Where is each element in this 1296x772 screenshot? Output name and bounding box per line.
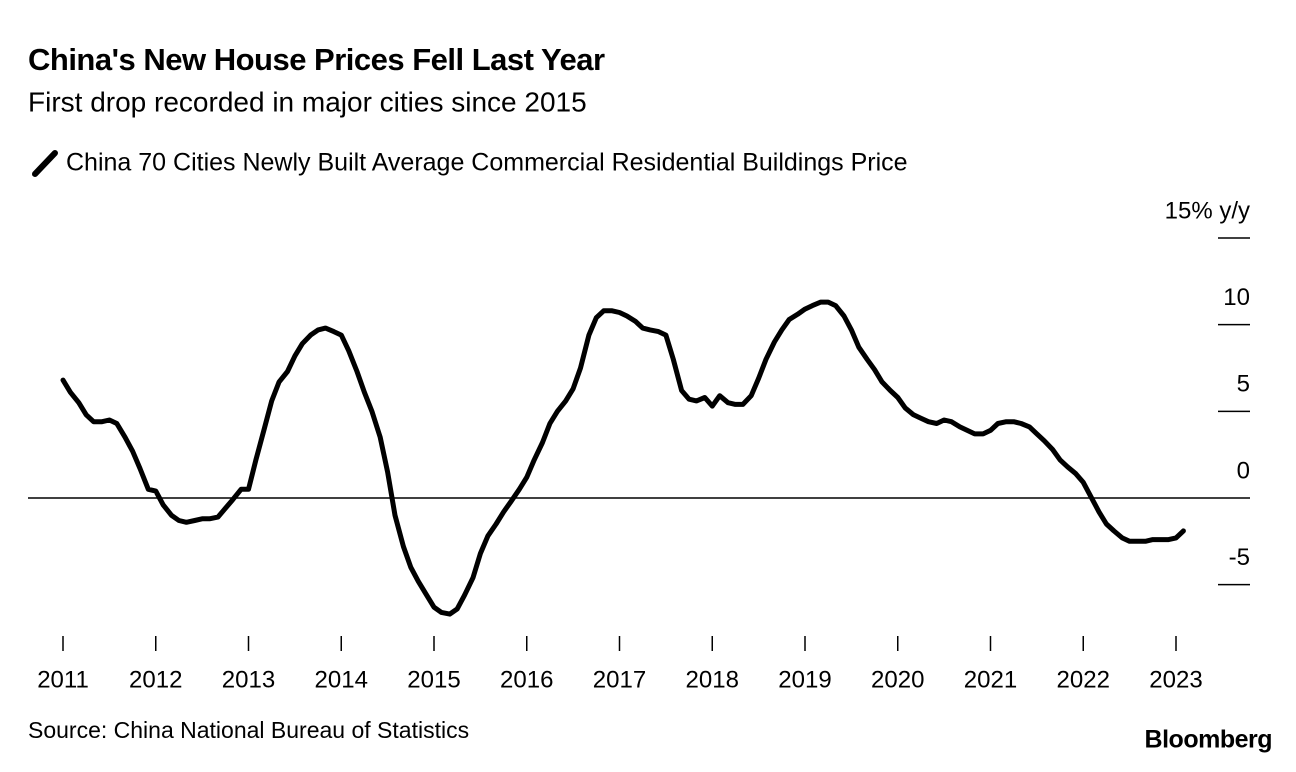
- x-tick-label: 2016: [500, 666, 553, 693]
- brand: Bloomberg: [1145, 726, 1272, 754]
- x-tick-label: 2013: [222, 666, 275, 693]
- chart-subtitle: First drop recorded in major cities sinc…: [28, 86, 587, 117]
- x-tick-label: 2014: [315, 666, 368, 693]
- source: Source: China National Bureau of Statist…: [28, 717, 469, 743]
- y-tick-label: 5: [1237, 371, 1250, 398]
- chart-title: China's New House Prices Fell Last Year: [28, 42, 605, 77]
- legend-label: China 70 Cities Newly Built Average Comm…: [66, 149, 908, 177]
- y-tick-label: -5: [1229, 544, 1250, 571]
- x-tick-label: 2011: [37, 666, 89, 693]
- x-tick-label: 2022: [1057, 666, 1110, 693]
- legend-swatch: [32, 150, 58, 177]
- y-tick-label: 15% y/y: [1165, 197, 1250, 224]
- x-tick-label: 2020: [871, 666, 924, 693]
- x-tick-label: 2018: [686, 666, 739, 693]
- data-line: [60, 299, 1186, 617]
- x-tick-label: 2023: [1149, 666, 1202, 693]
- y-tick-label: 10: [1223, 284, 1250, 311]
- x-tick-label: 2021: [964, 666, 1017, 693]
- x-tick-label: 2015: [407, 666, 460, 693]
- x-tick-label: 2012: [129, 666, 182, 693]
- x-tick-label: 2017: [593, 666, 646, 693]
- x-tick-label: 2019: [778, 666, 831, 693]
- y-tick-label: 0: [1237, 457, 1250, 484]
